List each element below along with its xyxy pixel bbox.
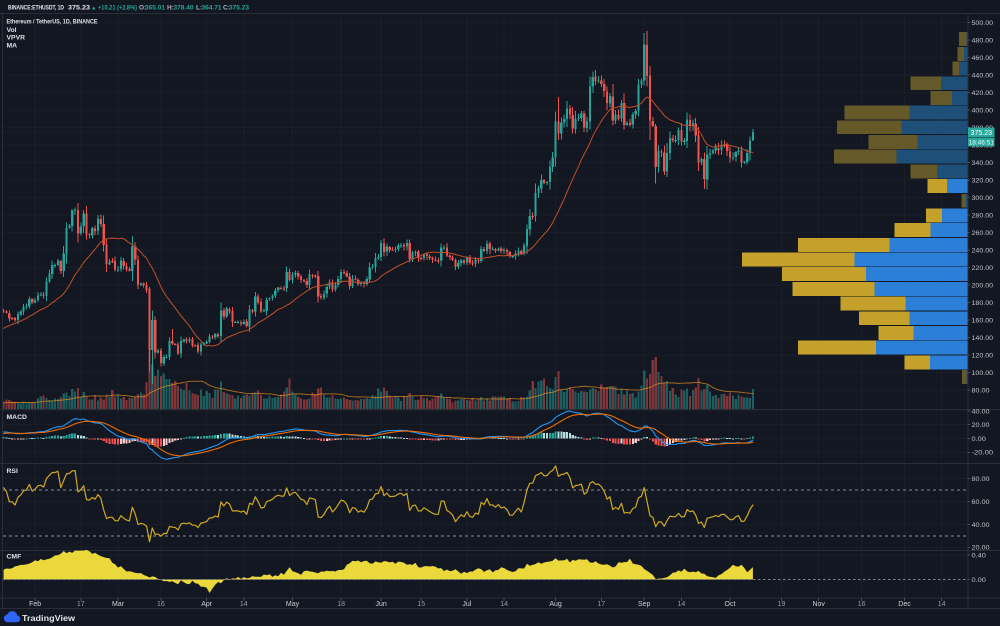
svg-text:378.40: 378.40 [174, 4, 194, 11]
svg-text:40.00: 40.00 [972, 522, 990, 529]
svg-text:MACD: MACD [7, 414, 27, 421]
svg-text:Mar: Mar [112, 601, 125, 608]
svg-text:▲: ▲ [91, 5, 96, 11]
svg-text:BINANCE:ETHUSDT, 1D: BINANCE:ETHUSDT, 1D [8, 4, 64, 11]
svg-text:100.00: 100.00 [972, 370, 994, 377]
svg-text:200.00: 200.00 [972, 283, 994, 290]
svg-text:320.00: 320.00 [972, 178, 994, 185]
svg-text:440.00: 440.00 [972, 73, 994, 80]
svg-text:260.00: 260.00 [972, 230, 994, 237]
svg-text:80.00: 80.00 [972, 388, 990, 395]
svg-text:120.00: 120.00 [972, 353, 994, 360]
svg-text:375.23: 375.23 [971, 130, 993, 137]
svg-text:14: 14 [500, 601, 508, 608]
svg-text:375.23: 375.23 [229, 4, 249, 11]
svg-text:240.00: 240.00 [972, 248, 994, 255]
svg-text:Vol: Vol [7, 27, 17, 34]
svg-text:Aug: Aug [549, 601, 562, 608]
svg-text:Jul: Jul [462, 601, 471, 608]
svg-text:180.00: 180.00 [972, 300, 994, 307]
svg-text:220.00: 220.00 [972, 265, 994, 272]
svg-text:MA: MA [7, 43, 18, 50]
svg-text:18: 18 [337, 601, 345, 608]
svg-text:375.23: 375.23 [68, 4, 90, 11]
svg-text:140.00: 140.00 [972, 335, 994, 342]
svg-text:160.00: 160.00 [972, 318, 994, 325]
svg-text:20.00: 20.00 [972, 545, 990, 552]
svg-text:14: 14 [678, 601, 686, 608]
svg-text:500.00: 500.00 [972, 20, 994, 27]
svg-text:365.01: 365.01 [145, 4, 165, 11]
svg-text:0.00: 0.00 [972, 577, 987, 584]
svg-text:Nov: Nov [812, 601, 825, 608]
svg-text:O:: O: [139, 4, 146, 11]
svg-text:Sep: Sep [638, 601, 651, 608]
svg-text:-20.00: -20.00 [972, 450, 994, 457]
svg-text:300.00: 300.00 [972, 195, 994, 202]
svg-text:0.40: 0.40 [972, 553, 987, 560]
svg-text:19: 19 [778, 601, 786, 608]
svg-text:460.00: 460.00 [972, 55, 994, 62]
svg-text:Oct: Oct [725, 601, 736, 608]
svg-text:480.00: 480.00 [972, 38, 994, 45]
svg-text:Feb: Feb [29, 601, 41, 608]
svg-text:0.00: 0.00 [972, 436, 987, 443]
svg-text:TradingView: TradingView [22, 614, 76, 623]
svg-text:280.00: 280.00 [972, 213, 994, 220]
svg-text:14: 14 [938, 601, 946, 608]
svg-text:VPVR: VPVR [7, 34, 26, 41]
svg-text:+10.21 (+2.8%): +10.21 (+2.8%) [98, 4, 137, 11]
svg-text:340.00: 340.00 [972, 160, 994, 167]
svg-text:RSI: RSI [7, 468, 18, 475]
svg-text:H:: H: [167, 4, 174, 11]
svg-text:40.00: 40.00 [972, 408, 990, 415]
svg-text:16: 16 [858, 601, 866, 608]
svg-text:May: May [286, 601, 300, 608]
svg-text:CMF: CMF [7, 554, 22, 561]
svg-text:16: 16 [157, 601, 165, 608]
svg-text:Ethereum / TetherUS, 1D, BINAN: Ethereum / TetherUS, 1D, BINANCE [7, 18, 98, 25]
svg-text:L:: L: [196, 4, 202, 11]
svg-text:420.00: 420.00 [972, 90, 994, 97]
svg-text:20.00: 20.00 [972, 422, 990, 429]
svg-text:14: 14 [240, 601, 248, 608]
svg-text:Dec: Dec [898, 601, 911, 608]
svg-text:15: 15 [417, 601, 425, 608]
svg-text:C:: C: [223, 4, 230, 11]
svg-text:Apr: Apr [201, 601, 213, 608]
svg-text:364.71: 364.71 [202, 4, 222, 11]
svg-text:17: 17 [597, 601, 605, 608]
svg-text:400.00: 400.00 [972, 108, 994, 115]
svg-text:17: 17 [77, 601, 85, 608]
svg-text:18:46:51: 18:46:51 [969, 139, 995, 146]
svg-text:80.00: 80.00 [972, 476, 990, 483]
svg-text:Jun: Jun [375, 601, 386, 608]
svg-text:60.00: 60.00 [972, 499, 990, 506]
